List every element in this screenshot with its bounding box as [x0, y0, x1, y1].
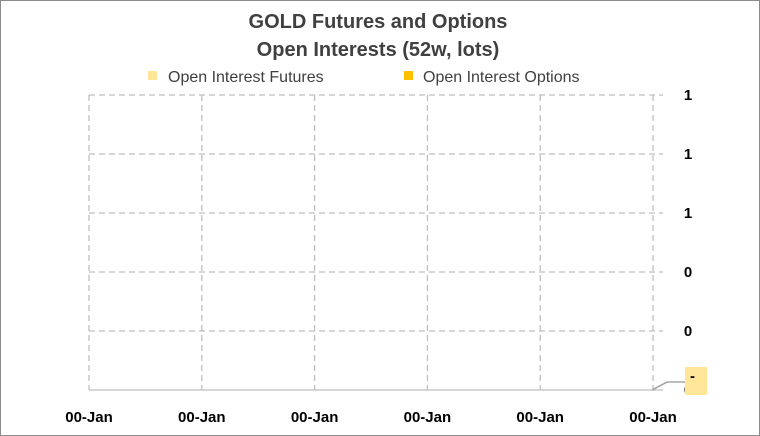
- y-axis: 111000: [684, 87, 692, 399]
- x-tick-label: 00-Jan: [65, 409, 113, 426]
- x-tick-label: 00-Jan: [291, 409, 339, 426]
- y-tick-label: 0: [684, 323, 692, 340]
- x-tick-label: 00-Jan: [629, 409, 677, 426]
- y-tick-label: 1: [684, 87, 692, 104]
- legend-label-options: Open Interest Options: [423, 69, 580, 86]
- chart-title-line-1: GOLD Futures and Options: [249, 11, 508, 33]
- legend-swatch-futures: [148, 71, 157, 80]
- legend-label-futures: Open Interest Futures: [168, 69, 324, 86]
- y-tick-label: 1: [684, 205, 692, 222]
- chart-title-line-2: Open Interests (52w, lots): [257, 39, 500, 61]
- last-value-leader-line: [651, 381, 687, 391]
- legend: Open Interest Futures Open Interest Opti…: [148, 69, 580, 86]
- y-tick-label: 0: [684, 264, 692, 281]
- x-tick-label: 00-Jan: [178, 409, 226, 426]
- last-value-marker: -: [651, 367, 707, 395]
- last-value-label: -: [690, 368, 695, 385]
- gridlines: [88, 94, 663, 391]
- x-axis: 00-Jan 00-Jan 00-Jan 00-Jan 00-Jan 00-Jan: [65, 409, 677, 426]
- y-tick-label: 1: [684, 146, 692, 163]
- last-value-label-box: [685, 367, 707, 395]
- x-tick-label: 00-Jan: [516, 409, 564, 426]
- x-tick-label: 00-Jan: [404, 409, 452, 426]
- legend-swatch-options: [404, 71, 413, 80]
